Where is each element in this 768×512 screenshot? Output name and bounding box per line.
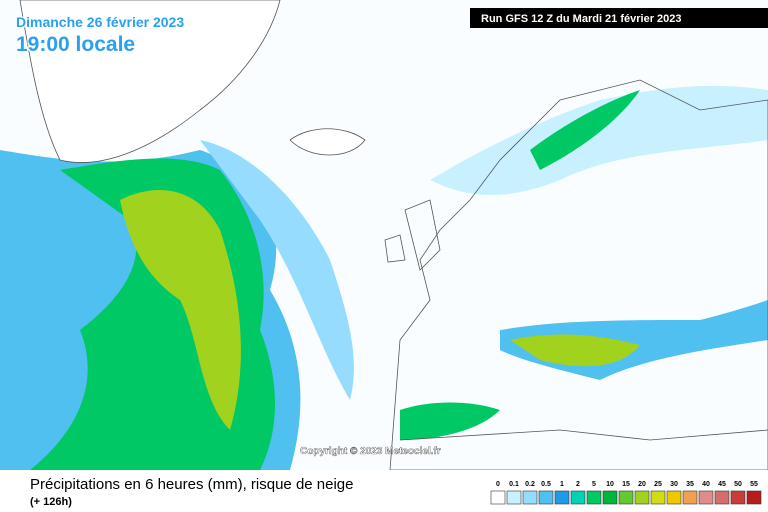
time-label: 19:00 locale [16, 33, 136, 56]
precip-area [530, 90, 640, 170]
legend-label: 35 [686, 481, 694, 488]
legend-swatch [618, 490, 634, 505]
legend-swatch [666, 490, 682, 505]
precip-area [510, 334, 640, 367]
legend-swatch [634, 490, 650, 505]
legend-label: 50 [734, 481, 742, 488]
legend-label: 40 [702, 481, 710, 488]
legend-swatch [602, 490, 618, 505]
british-isles [384, 199, 441, 271]
date-label: Dimanche 26 février 2023 [16, 14, 185, 30]
legend-swatch [650, 490, 666, 505]
europe-coastline [389, 79, 768, 471]
run-box [470, 8, 768, 28]
legend-label: 0.2 [525, 481, 535, 488]
legend-swatch [698, 490, 714, 505]
legend-label: 20 [638, 481, 646, 488]
legend-swatch [714, 490, 730, 505]
precip-area [120, 190, 241, 430]
legend-swatch [682, 490, 698, 505]
legend-swatch [570, 490, 586, 505]
legend-swatch [586, 490, 602, 505]
legend-label: 25 [654, 481, 662, 488]
legend-label: 0.5 [541, 481, 551, 488]
legend-label: 2 [576, 481, 580, 488]
precip-area [430, 85, 768, 195]
legend-label: 0.1 [509, 481, 519, 488]
legend-label: 1 [560, 481, 564, 488]
legend-swatch [554, 490, 570, 505]
greenland [19, 0, 281, 163]
legend-swatch [746, 490, 762, 505]
legend-swatch [506, 490, 522, 505]
copyright: Copyright © 2023 Meteociel.fr [300, 446, 441, 457]
footer-lead: (+ 126h) [30, 496, 72, 508]
legend-label: 0 [496, 481, 500, 488]
legend-label: 10 [606, 481, 614, 488]
precip-area [400, 402, 500, 440]
legend-swatch [538, 490, 554, 505]
iceland [289, 128, 366, 156]
legend-label: 55 [750, 481, 758, 488]
legend-label: 5 [592, 481, 596, 488]
legend-label: 45 [718, 481, 726, 488]
footer-title: Précipitations en 6 heures (mm), risque … [30, 476, 354, 493]
legend-label: 15 [622, 481, 630, 488]
legend: 0 0.1 0.2 0.5 1 2 5 10 15 20 25 30 35 40 45 50 55 [490, 481, 762, 505]
africa-coastline [399, 429, 768, 441]
run-label: Run GFS 12 Z du Mardi 21 février 2023 [481, 13, 682, 25]
legend-label: 30 [670, 481, 678, 488]
legend-swatch [730, 490, 746, 505]
legend-swatch [522, 490, 538, 505]
legend-swatch [490, 490, 506, 505]
precip-area [200, 140, 354, 400]
